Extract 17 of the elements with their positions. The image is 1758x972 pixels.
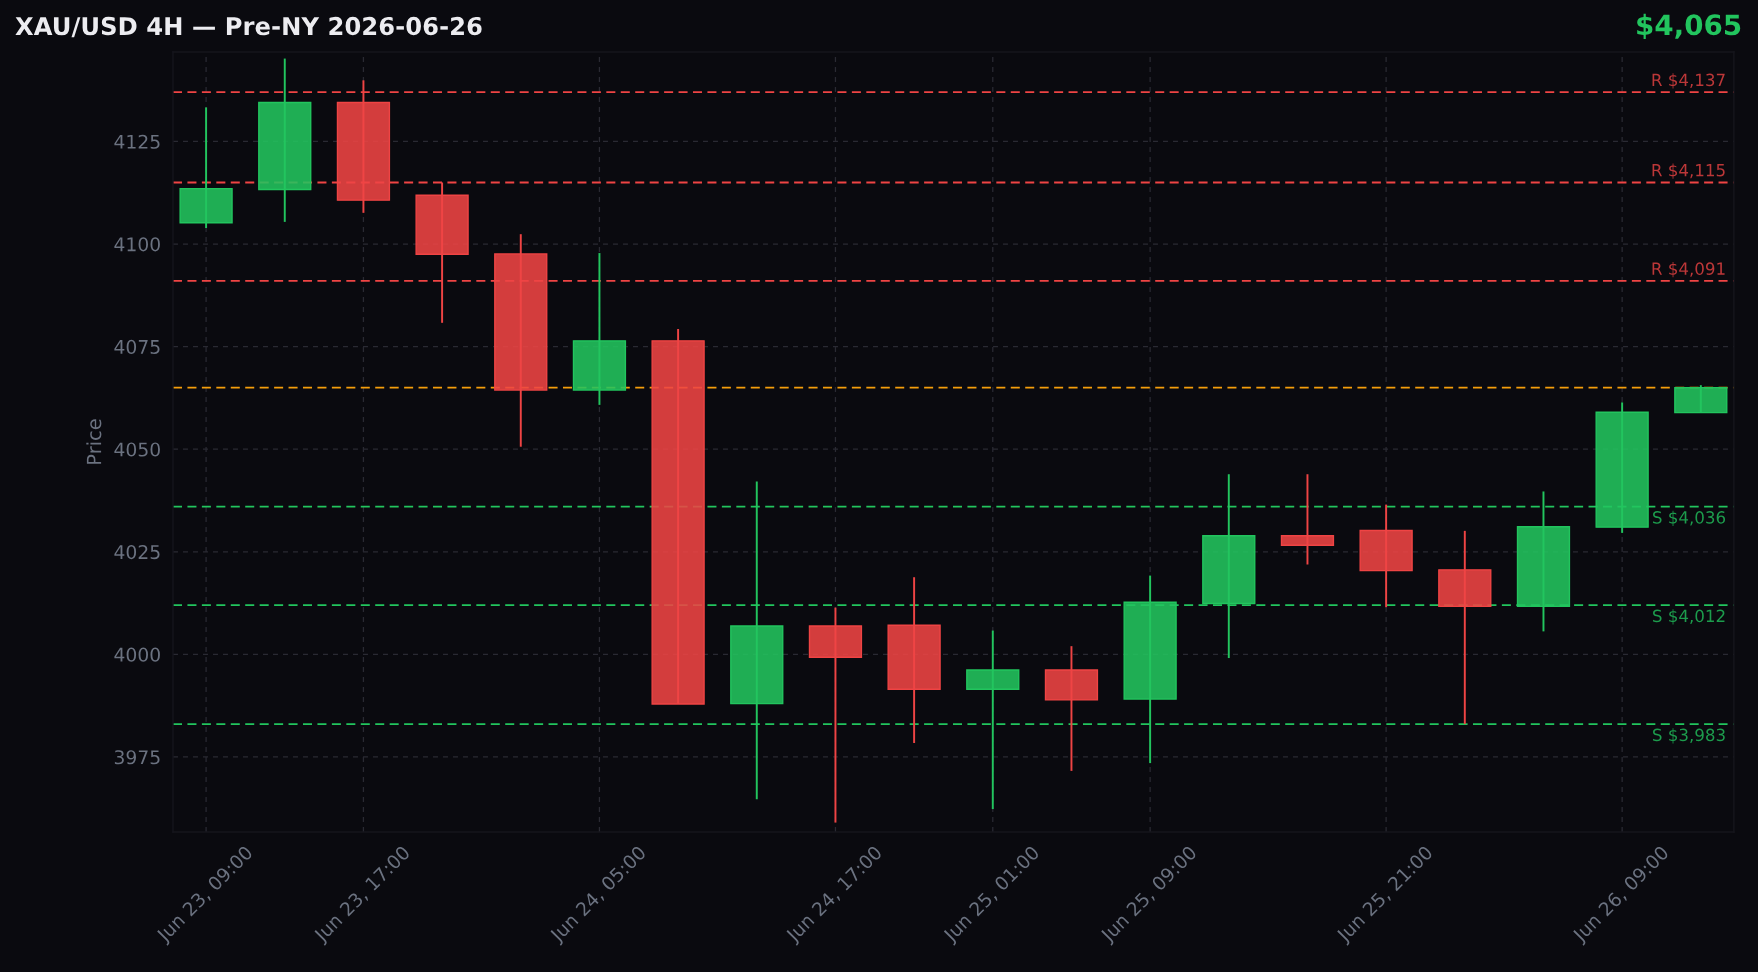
ref-line-label: S $4,036 — [1653, 510, 1726, 526]
ref-line-label: S $3,983 — [1653, 728, 1725, 744]
y-axis-title: Price — [86, 419, 102, 464]
y-tick-label: 3975 — [114, 750, 160, 765]
y-tick-label: 4075 — [114, 339, 160, 355]
ref-line-label: R $4,091 — [1652, 262, 1725, 278]
y-tick-label: 4100 — [114, 237, 160, 252]
ref-line-label: S $4,012 — [1653, 609, 1725, 625]
text: $4,065 — [1637, 13, 1741, 39]
ref-line-label: R $4,115 — [1652, 163, 1725, 179]
y-tick-label: 4000 — [114, 647, 160, 662]
chart-title: XAU/USD 4H — Pre-NY 2026-06-26 — [15, 16, 482, 38]
ref-line-label: R $4,137 — [1652, 73, 1725, 89]
candlestick — [1280, 473, 1335, 566]
y-tick-label: 4125 — [114, 134, 160, 149]
y-tick-label: 4025 — [114, 544, 160, 560]
y-tick-label: 4050 — [114, 442, 160, 457]
